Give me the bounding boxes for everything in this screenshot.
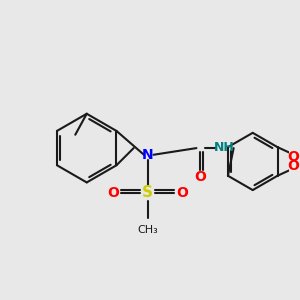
Text: N: N [142,148,154,162]
Text: S: S [142,185,153,200]
Text: O: O [287,150,299,164]
Text: O: O [176,186,188,200]
Text: O: O [287,159,299,173]
Text: O: O [194,170,206,184]
Text: O: O [107,186,119,200]
Text: CH₃: CH₃ [137,225,158,236]
Text: NH: NH [214,141,235,154]
